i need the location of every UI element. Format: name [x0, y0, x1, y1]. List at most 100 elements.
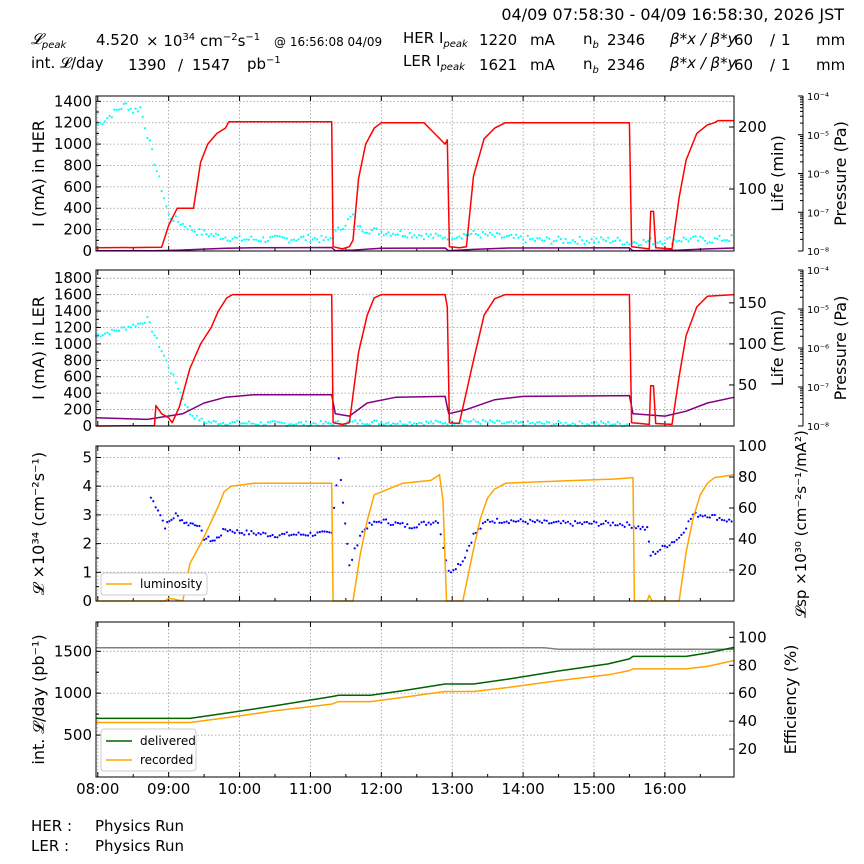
- specific-lumi-point: [401, 521, 404, 525]
- pressure-point: [324, 236, 327, 239]
- pressure-point: [474, 420, 477, 423]
- pressure-point: [526, 420, 529, 423]
- pressure-point: [394, 233, 397, 236]
- specific-lumi-point: [654, 552, 657, 556]
- pressure-point: [595, 237, 598, 240]
- specific-lumi-point: [406, 523, 409, 526]
- pressure-point: [238, 422, 241, 425]
- life-line: [95, 246, 735, 252]
- specific-lumi-point: [484, 520, 487, 524]
- pressure-point: [559, 238, 563, 241]
- her-peak-text: HER I: [403, 29, 444, 47]
- specific-lumi-point: [491, 520, 494, 523]
- pressure-point: [281, 421, 284, 424]
- pressure-point: [566, 241, 570, 244]
- pressure-point: [507, 421, 510, 424]
- pressure-point: [635, 242, 638, 245]
- pressure-point: [730, 234, 733, 237]
- x-tick-label: 16:00: [643, 780, 686, 798]
- specific-lumi-point: [659, 548, 662, 551]
- specific-lumi-point: [635, 527, 638, 530]
- specific-lumi-point: [283, 532, 286, 536]
- pressure-point: [327, 238, 330, 241]
- pressure-point: [373, 419, 376, 422]
- specific-lumi-point: [543, 519, 546, 522]
- specific-lumi-point: [394, 521, 397, 524]
- intl-value2: 1547: [192, 56, 231, 74]
- specific-lumi-point: [170, 518, 173, 522]
- pressure-point: [302, 423, 305, 426]
- specific-lumi-point: [663, 545, 667, 548]
- pressure-point: [578, 420, 581, 423]
- pressure-point: [236, 419, 239, 422]
- pressure-tick-label: 10⁻⁷: [807, 208, 829, 219]
- pressure-point: [231, 237, 234, 240]
- pressure-point: [536, 421, 539, 424]
- pressure-point: [444, 421, 447, 425]
- pressure-point: [602, 238, 605, 241]
- specific-lumi-point: [498, 521, 501, 524]
- specific-lumi-point: [436, 521, 440, 525]
- pressure-point: [160, 350, 163, 353]
- specific-lumi-point: [176, 514, 179, 517]
- specific-lumi-point: [725, 520, 728, 523]
- pressure-tick-label: 10⁻⁵: [807, 305, 829, 316]
- pressure-point: [106, 117, 109, 120]
- y2-tick-label: 20: [738, 561, 757, 579]
- pressure-point: [276, 234, 279, 238]
- pressure-point: [219, 422, 222, 425]
- specific-lumi-point: [418, 523, 421, 526]
- specific-lumi-point: [168, 520, 171, 523]
- pressure-point: [590, 421, 593, 424]
- pressure-point: [427, 421, 430, 425]
- pressure-point: [297, 238, 300, 241]
- legend-luminosity-label: luminosity: [140, 577, 202, 591]
- pressure-point: [200, 417, 203, 420]
- pressure-point: [728, 240, 731, 243]
- pressure-point: [396, 233, 399, 236]
- beta-y-ler: 1: [781, 56, 791, 74]
- pressure-point: [396, 422, 399, 425]
- specific-lumi-point: [713, 513, 716, 517]
- pressure-point: [174, 381, 177, 384]
- specific-lumi-point: [316, 531, 319, 534]
- pressure-point: [205, 233, 208, 236]
- y-axis-label: 𝓛 ×10³⁴ (cm⁻²s⁻¹): [29, 452, 48, 595]
- x-tick-label: 10:00: [218, 780, 261, 798]
- specific-lumi-point: [510, 519, 513, 522]
- specific-lumi-point: [682, 531, 685, 534]
- specific-lumi-point: [711, 513, 714, 517]
- specific-lumi-point: [200, 529, 203, 532]
- specific-lumi-point: [373, 520, 376, 523]
- specific-lumi-point: [550, 522, 553, 525]
- pressure-point: [250, 235, 253, 238]
- pressure-point: [666, 237, 669, 240]
- pressure-point: [564, 421, 567, 424]
- intl-sep: /: [178, 56, 184, 74]
- specific-lumi-point: [205, 537, 208, 540]
- pressure-point: [540, 239, 544, 242]
- pressure-point: [366, 423, 369, 426]
- specific-lumi-point: [311, 534, 314, 538]
- pressure-point: [380, 421, 383, 424]
- specific-lumi-point: [337, 457, 340, 460]
- pressure-point: [479, 236, 482, 239]
- specific-lumi-point: [278, 534, 281, 537]
- pressure-point: [143, 321, 147, 324]
- pressure-point: [203, 420, 206, 424]
- current-line: [95, 119, 734, 250]
- pressure-point: [122, 326, 125, 329]
- pressure-point: [611, 240, 615, 243]
- pressure-point: [439, 234, 442, 237]
- pressure-point: [663, 242, 667, 245]
- pressure-point: [493, 235, 496, 238]
- specific-lumi-point: [566, 520, 570, 523]
- pressure-point: [380, 230, 383, 233]
- specific-lumi-point: [262, 531, 265, 534]
- pressure-point: [444, 236, 447, 239]
- pressure-point: [585, 423, 589, 426]
- pressure-point: [361, 422, 364, 425]
- specific-lumi-point: [486, 518, 489, 522]
- pressure-point: [113, 329, 116, 332]
- specific-lumi-point: [361, 530, 364, 533]
